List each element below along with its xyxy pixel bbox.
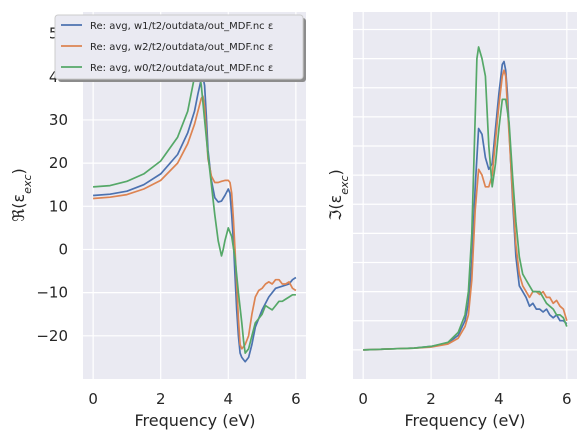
grid-right <box>353 12 577 379</box>
tick-labels-right: 0 2 4 6 <box>358 390 571 408</box>
x-tick-label: 2 <box>156 390 166 408</box>
y-tick-label: −20 <box>36 327 68 345</box>
right-panel: 0 2 4 6 Frequency (eV) ℑ(εexc) <box>326 12 577 430</box>
y-axis-label-right: ℑ(εexc) <box>326 169 351 221</box>
series-lines-right <box>363 46 568 351</box>
y-tick-label: 20 <box>49 154 68 172</box>
x-tick-label: 0 <box>358 390 368 408</box>
x-tick-label: 2 <box>426 390 436 408</box>
y-tick-label: −10 <box>36 284 68 302</box>
x-tick-label: 6 <box>291 390 301 408</box>
series-line-1 <box>363 60 568 351</box>
x-tick-label: 6 <box>562 390 572 408</box>
series-lines-left <box>93 62 297 363</box>
legend-label: Re: avg, w2/t2/outdata/out_MDF.nc ε <box>90 42 273 53</box>
series-line-2 <box>363 69 568 351</box>
y-axis-label-left: ℜ(εexc) <box>9 168 34 222</box>
series-line-3 <box>93 62 296 354</box>
x-axis-label-right: Frequency (eV) <box>404 411 525 430</box>
y-tick-label: 10 <box>49 197 68 215</box>
legend: Re: avg, w1/t2/outdata/out_MDF.nc ε Re: a… <box>54 14 306 82</box>
series-line-3 <box>363 46 568 351</box>
legend-label: Re: avg, w0/t2/outdata/out_MDF.nc ε <box>90 63 273 74</box>
x-axis-label-left: Frequency (eV) <box>134 411 255 430</box>
x-tick-label: 0 <box>88 390 98 408</box>
legend-box <box>54 14 304 80</box>
y-tick-label: 0 <box>58 240 68 258</box>
legend-entries: Re: avg, w1/t2/outdata/out_MDF.nc ε Re: a… <box>61 21 273 74</box>
legend-label: Re: avg, w1/t2/outdata/out_MDF.nc ε <box>90 21 273 32</box>
x-tick-label: 4 <box>494 390 504 408</box>
y-tick-label: 30 <box>49 111 68 129</box>
series-line-2 <box>93 95 297 350</box>
x-tick-label: 4 <box>224 390 234 408</box>
